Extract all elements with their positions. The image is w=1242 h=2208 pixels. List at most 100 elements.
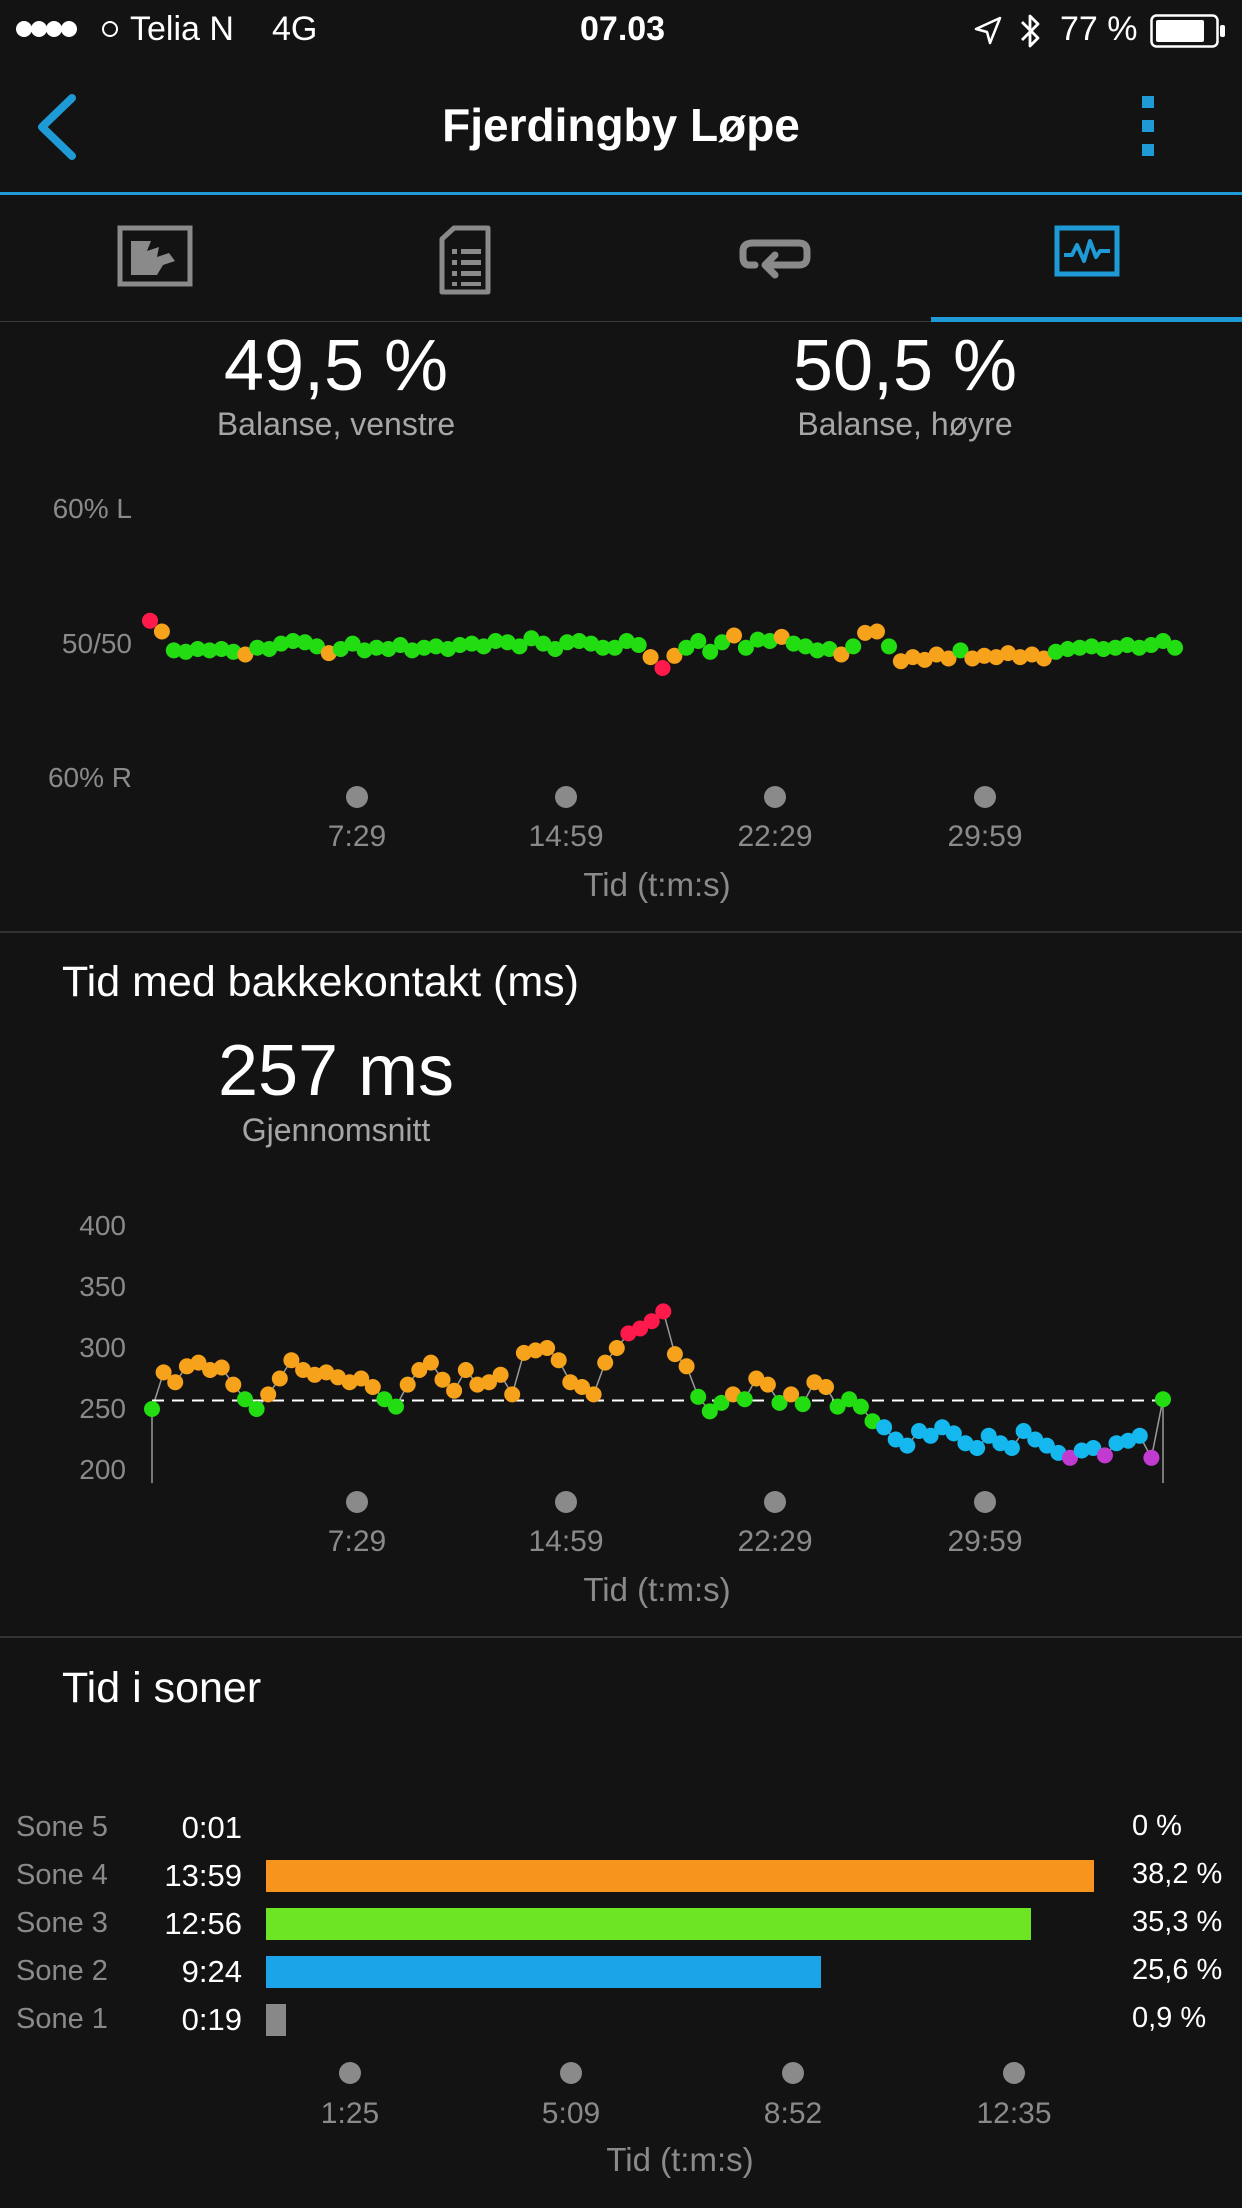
x-tick-label: 5:09 <box>541 2097 601 2130</box>
tab-overview[interactable] <box>0 195 310 321</box>
balance-point <box>1071 639 1088 656</box>
ground-contact-point <box>539 1340 556 1356</box>
balance-point <box>344 635 361 652</box>
zone-percent: 25,6 % <box>1132 1954 1223 1986</box>
zone-time: 0:19 <box>181 2002 242 2037</box>
x-tick-dot <box>346 1491 368 1513</box>
ground-contact-point <box>550 1352 567 1369</box>
balance-point <box>821 641 838 657</box>
status-bar: Telia N 4G 07.03 77 % <box>0 0 1242 62</box>
ground-contact-point <box>713 1394 730 1411</box>
ground-contact-point <box>899 1437 916 1454</box>
ground-contact-chart <box>144 1303 1171 1483</box>
balance-point <box>809 642 826 659</box>
carrier-label: Telia N <box>130 10 234 48</box>
more-options-icon[interactable] <box>1128 92 1168 162</box>
ground-contact-point <box>283 1352 300 1369</box>
x-tick-dot <box>1003 2062 1025 2084</box>
ground-contact-point <box>969 1440 986 1456</box>
balance-right-label: Balanse, høyre <box>797 406 1013 442</box>
x-tick-label: 29:59 <box>947 1525 1023 1558</box>
balance-point <box>1167 639 1183 656</box>
balance-point <box>630 637 647 653</box>
y-label-left: 60% L <box>52 493 132 524</box>
x-tick-label: 14:59 <box>528 820 604 853</box>
ground-contact-point <box>666 1346 683 1363</box>
ground-contact-point <box>1038 1437 1055 1454</box>
y-label-right: 60% R <box>47 762 132 793</box>
x-tick-dot <box>974 1491 996 1513</box>
location-arrow-icon <box>974 16 1002 45</box>
balance-point <box>1107 639 1124 656</box>
balance-point <box>416 639 433 656</box>
ground-contact-point <box>399 1376 416 1393</box>
ground-contact-point <box>829 1398 846 1415</box>
balance-point <box>511 638 528 655</box>
balance-point <box>559 634 576 651</box>
ground-contact-point <box>190 1354 207 1371</box>
balance-point <box>1012 649 1029 666</box>
balance-point <box>1131 639 1148 656</box>
ground-contact-point <box>353 1370 370 1387</box>
balance-point <box>678 639 695 656</box>
balance-point <box>261 641 278 657</box>
ground-contact-point <box>945 1425 962 1442</box>
x-tick-label: 7:29 <box>327 1525 387 1558</box>
ground-contact-point <box>434 1371 451 1388</box>
x-tick-dot <box>782 2062 804 2084</box>
y-label: 300 <box>79 1332 126 1363</box>
zone-name: Sone 4 <box>16 1859 108 1891</box>
zone-time: 0:01 <box>181 1810 242 1845</box>
ground-contact-point <box>736 1391 753 1408</box>
x-tick-dot <box>555 786 577 808</box>
ground-contact-point <box>818 1379 834 1395</box>
ground-contact-point <box>364 1379 381 1395</box>
zone-percent: 0 % <box>1132 1810 1182 1842</box>
ground-contact-point <box>260 1386 277 1403</box>
balance-point <box>606 639 623 656</box>
zone-name: Sone 3 <box>16 1907 108 1939</box>
ground-contact-point <box>597 1354 614 1371</box>
ground-contact-line <box>151 1310 1164 1461</box>
tab-charts[interactable] <box>931 195 1242 321</box>
x-tick-dot <box>974 786 996 808</box>
ground-contact-point <box>481 1374 497 1391</box>
balance-point <box>428 638 444 655</box>
balance-point <box>916 651 933 668</box>
x-tick-label: 29:59 <box>947 820 1023 853</box>
back-chevron-icon[interactable] <box>30 92 80 162</box>
ground-contact-point <box>678 1358 695 1375</box>
ground-contact-point <box>585 1386 602 1403</box>
balance-point <box>773 628 790 645</box>
ground-contact-point <box>701 1403 718 1420</box>
balance-point <box>726 627 742 644</box>
zone-name: Sone 2 <box>16 1955 108 1987</box>
tab-laps[interactable] <box>620 195 930 321</box>
ground-contact-point <box>655 1303 672 1320</box>
balance-point <box>857 624 874 641</box>
ground-contact-point <box>225 1376 242 1393</box>
balance-point <box>940 650 957 667</box>
balance-point <box>1035 650 1052 667</box>
ground-contact-point <box>690 1388 707 1405</box>
ground-contact-value: 257 ms <box>217 1031 455 1111</box>
x-tick-label: 22:29 <box>737 820 813 853</box>
bluetooth-icon <box>1021 14 1040 48</box>
balance-point <box>547 641 564 657</box>
tab-details[interactable] <box>310 195 620 321</box>
section-divider <box>0 1636 1242 1638</box>
balance-point <box>225 643 242 660</box>
zone-bar <box>266 1956 821 1988</box>
balance-point <box>535 635 552 652</box>
signal-dot-icon <box>31 21 47 37</box>
x-tick-label: 22:29 <box>737 1525 813 1558</box>
balance-point <box>952 642 969 659</box>
balance-point <box>737 639 754 656</box>
balance-point <box>1119 637 1136 653</box>
map-overview-icon <box>117 225 193 287</box>
balance-point <box>1059 641 1076 657</box>
ground-contact-point <box>1096 1447 1113 1464</box>
zone-bar <box>266 1860 1094 1892</box>
ground-contact-point <box>457 1362 474 1378</box>
ground-contact-point <box>980 1427 997 1444</box>
